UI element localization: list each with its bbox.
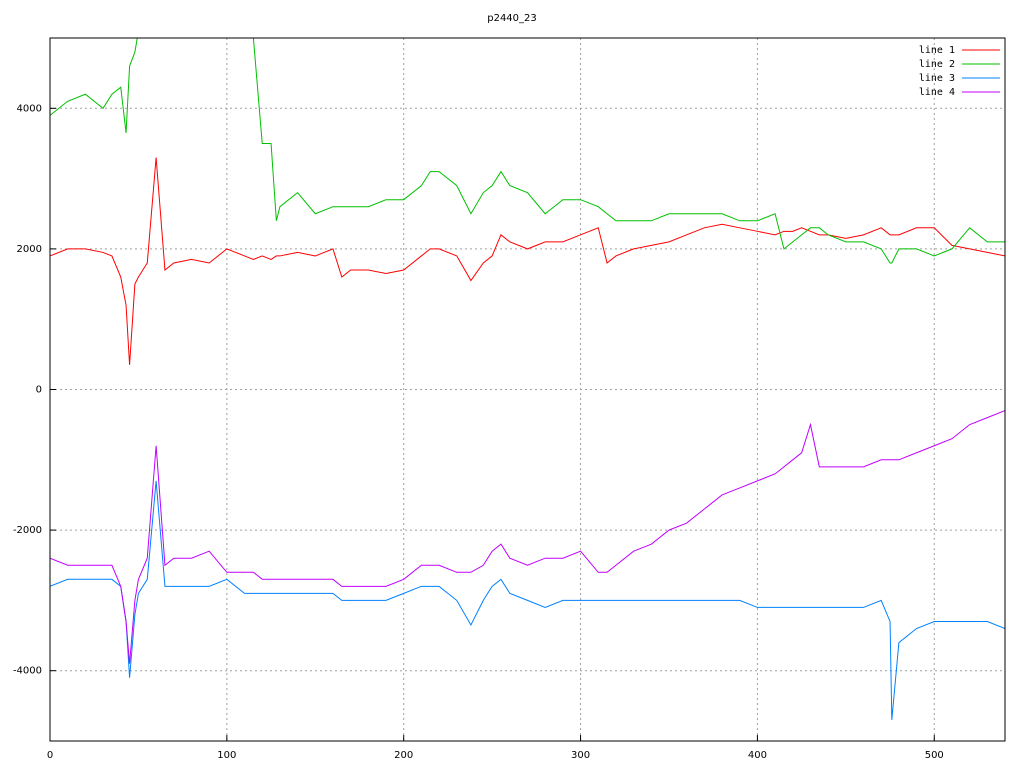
x-tick-label: 100 — [217, 750, 236, 761]
y-tick-label: 4000 — [17, 103, 42, 114]
chart-title: p2440_23 — [487, 13, 537, 24]
data-line — [50, 38, 1005, 264]
data-line — [50, 410, 1005, 664]
y-tick-label: 2000 — [17, 244, 42, 255]
data-line — [50, 157, 1005, 365]
legend-label: line 3 — [919, 73, 955, 84]
legend-label: line 4 — [919, 87, 955, 98]
y-tick-label: -4000 — [13, 666, 42, 677]
legend-label: line 1 — [919, 45, 955, 56]
plot-frame — [49, 37, 1006, 742]
legend-label: line 2 — [919, 59, 955, 70]
x-tick-label: 300 — [571, 750, 590, 761]
plot-area — [50, 38, 1005, 720]
y-tick-label: 0 — [36, 385, 42, 396]
x-tick-label: 200 — [394, 750, 413, 761]
legend: line 1 line 2 line 3 line 4 — [919, 45, 1000, 98]
x-tick-label: 0 — [47, 750, 53, 761]
x-tick-label: 400 — [748, 750, 767, 761]
y-tick-label: -2000 — [13, 525, 42, 536]
x-tick-label: 500 — [925, 750, 944, 761]
grid: -4000 -2000 0 2000 4000 0 100 200 300 400 500 — [13, 38, 1005, 761]
data-line — [50, 480, 1005, 720]
